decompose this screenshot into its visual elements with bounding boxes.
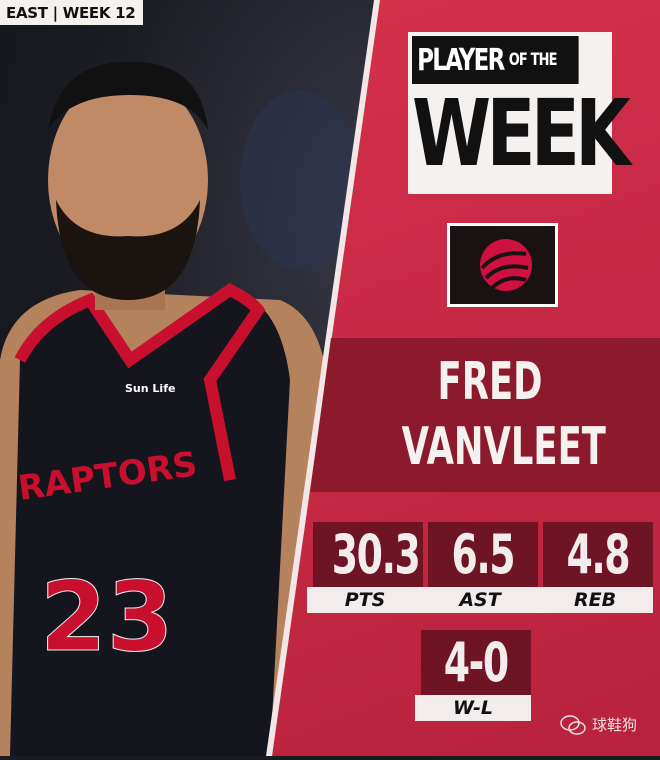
stat-value: 6.5 (451, 523, 516, 586)
raptors-logo-icon (479, 239, 532, 291)
stat-label: AST (422, 587, 538, 613)
jersey-sponsor: Sun Life (125, 382, 175, 395)
stat-reb: 4.8 REB (537, 522, 653, 613)
watermark: 球鞋狗 (560, 714, 637, 735)
name-band (310, 338, 660, 492)
player-last-name: VANVLEET (401, 417, 606, 477)
stat-label: W-L (415, 695, 531, 721)
stat-wl: 4-0 W-L (415, 630, 531, 721)
stat-value: 4-0 (443, 631, 509, 694)
stat-value: 30.3 (331, 523, 421, 586)
player-of-the-week-title: PLAYER OF THE WEEK (408, 32, 631, 194)
title-player: PLAYER (417, 42, 505, 78)
stat-label: PTS (307, 587, 423, 613)
stat-ast: 6.5 AST (422, 522, 538, 613)
wechat-icon (560, 714, 586, 735)
title-week: WEEK (412, 80, 631, 187)
title-of-the: OF THE (508, 49, 558, 70)
team-logo (447, 223, 558, 307)
watermark-text: 球鞋狗 (592, 716, 638, 734)
player-first-name: FRED (437, 352, 543, 412)
jersey-number: 23 (40, 561, 174, 673)
stat-value: 4.8 (566, 523, 631, 586)
stat-pts: 30.3 PTS (307, 522, 423, 613)
player-illustration: RAPTORS 23 Sun Life (0, 61, 360, 756)
stat-label: REB (537, 587, 653, 613)
conference-week-tag: EAST | WEEK 12 (0, 0, 144, 25)
